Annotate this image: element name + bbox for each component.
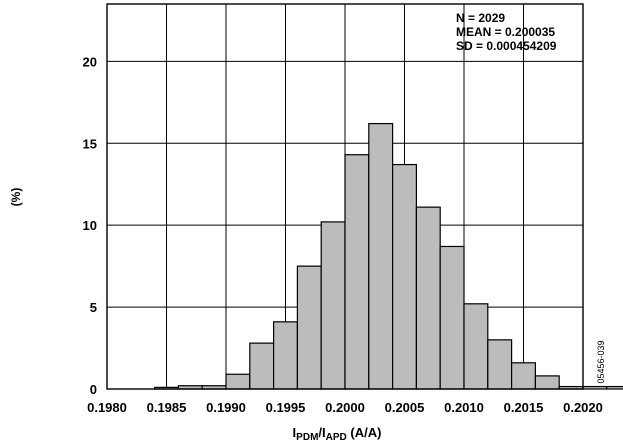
x-tick-label: 0.1990: [206, 400, 246, 415]
x-tick-labels: 0.1980 0.1985 0.1990 0.1995 0.2000 0.2005 0.20…: [87, 400, 603, 415]
y-tick-labels: 0 5 10 15 20: [83, 54, 97, 397]
y-tick-label: 5: [90, 300, 97, 315]
stat-line: MEAN = 0.200035: [456, 25, 555, 39]
plot-frame: [106, 3, 584, 390]
x-tick-label: 0.1995: [266, 400, 306, 415]
x-tick-label: 0.2015: [504, 400, 544, 415]
x-axis-label: IPDM/IAPD (A/A): [293, 425, 382, 443]
x-tick-label: 0.2005: [385, 400, 425, 415]
x-tick-label: 0.2020: [563, 400, 603, 415]
histogram-bar: [439, 245, 465, 390]
y-tick-label: 20: [83, 54, 97, 69]
stat-line: SD = 0.000454209: [456, 39, 557, 53]
histogram-bar: [606, 385, 623, 390]
histogram-bar: [511, 362, 537, 390]
histogram-bars: [154, 122, 623, 390]
histogram-bar: [415, 206, 441, 390]
x-tick-label: 0.2010: [444, 400, 484, 415]
x-axis-label-part: I: [293, 425, 297, 440]
histogram-bar: [582, 385, 608, 390]
stat-line: N = 2029: [456, 11, 505, 25]
histogram-bar: [392, 163, 418, 390]
histogram-bar: [273, 321, 299, 390]
x-tick-label: 0.1985: [147, 400, 187, 415]
x-tick-label: 0.2000: [325, 400, 365, 415]
figure-id: 05456-039: [596, 340, 606, 383]
y-tick-label: 10: [83, 218, 97, 233]
y-axis-label: (%): [9, 188, 23, 207]
y-tick-label: 0: [90, 382, 97, 397]
histogram-bar: [463, 303, 489, 390]
histogram-bar: [296, 265, 322, 390]
histogram-bar: [249, 342, 275, 390]
x-axis-label-subscript: APD: [326, 432, 347, 443]
x-axis-label-subscript: PDM: [296, 432, 318, 443]
histogram-bar: [320, 221, 346, 390]
x-axis-label-part: (A/A): [347, 425, 382, 440]
histogram-bar: [534, 375, 560, 390]
histogram-bar: [344, 154, 370, 390]
histogram-bar: [368, 122, 394, 390]
histogram-bar: [487, 339, 513, 390]
histogram-bar: [225, 373, 251, 390]
x-tick-label: 0.1980: [87, 400, 127, 415]
y-tick-label: 15: [83, 136, 97, 151]
x-axis-label-part: /I: [318, 425, 325, 440]
